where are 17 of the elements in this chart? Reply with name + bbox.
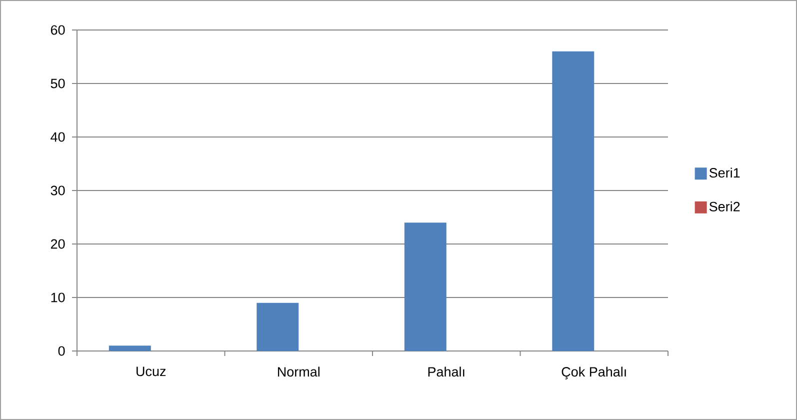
y-tick-label: 0	[58, 346, 65, 356]
bar	[552, 51, 594, 351]
legend-label: Seri1	[709, 168, 740, 178]
y-tick-label: 30	[50, 186, 65, 196]
y-tick-label: 20	[50, 239, 65, 249]
bar	[404, 222, 446, 351]
y-tick-label: 60	[50, 25, 65, 35]
x-tick-label: Çok Pahalı	[562, 366, 626, 380]
bar	[108, 346, 151, 351]
x-tick-label: Normal	[278, 366, 320, 377]
x-tick-label: Pahalı	[428, 366, 464, 377]
y-tick-label: 10	[51, 292, 65, 302]
y-tick-label: 40	[50, 132, 65, 142]
bar	[256, 302, 299, 351]
legend-label: Seri2	[709, 201, 740, 212]
x-tick-label: Ucuz	[136, 366, 166, 376]
y-tick-label: 50	[50, 78, 65, 88]
